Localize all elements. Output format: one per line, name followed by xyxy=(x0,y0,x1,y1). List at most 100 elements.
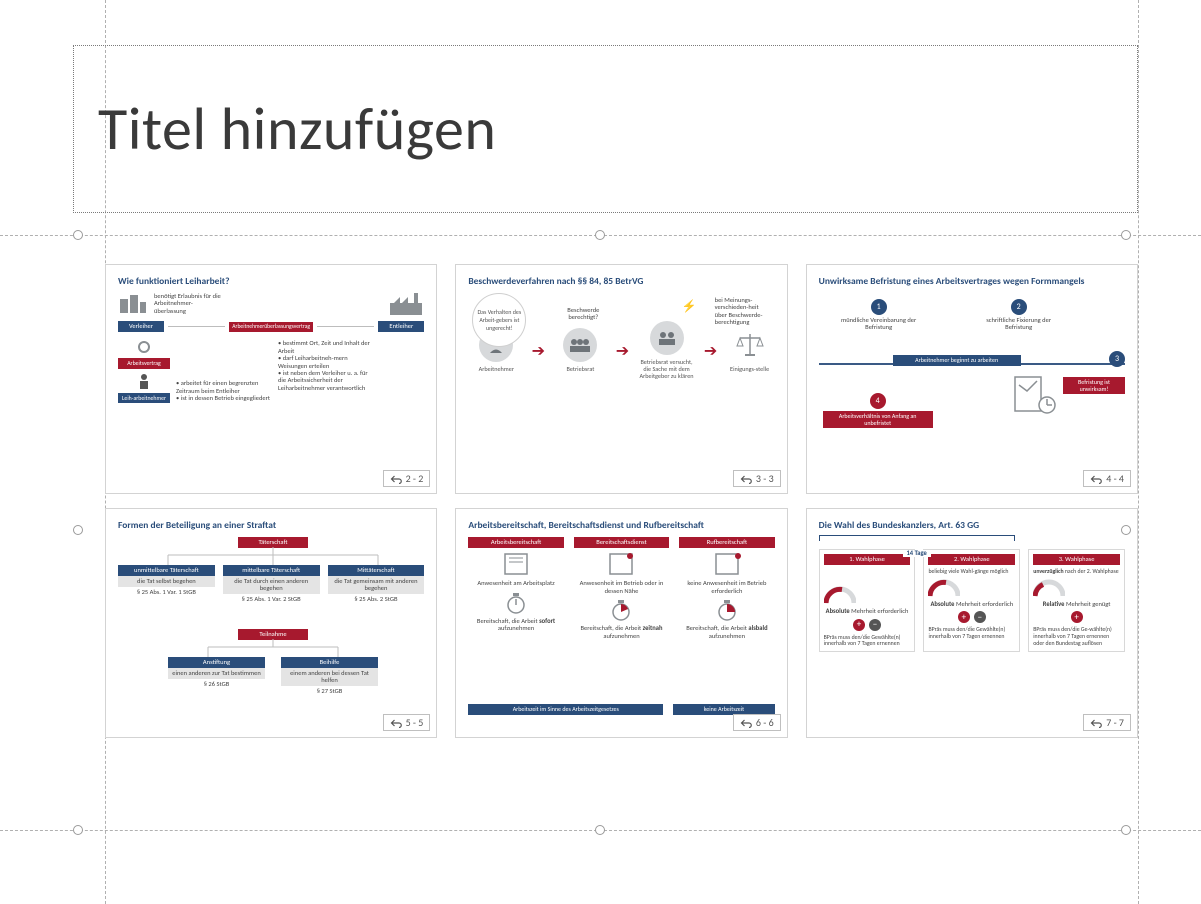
contract-label: Arbeitnehmerüberlassungsvertrag xyxy=(229,322,313,332)
page-range: 7 - 7 xyxy=(1106,716,1124,729)
discussion-icon xyxy=(650,321,684,355)
axis-label: Arbeitnehmer beginnt zu arbeiten xyxy=(893,355,1021,366)
slide-thumb-body: 1 mündliche Vereinbarung der Befristung … xyxy=(819,293,1125,471)
law-ref: § 25 Abs. 1 Var. 2 StGB xyxy=(223,596,320,603)
presence-label: Anwesenheit am Arbeitsplatz xyxy=(477,580,554,587)
undo-icon xyxy=(1090,474,1102,484)
content-placeholder[interactable]: Wie funktioniert Leiharbeit? benötigt Er… xyxy=(105,264,1138,738)
building-icon xyxy=(501,552,531,576)
undo-icon xyxy=(390,474,402,484)
phase-header: 3. Wahlphase xyxy=(1033,554,1120,565)
document-clock-icon xyxy=(1013,375,1057,415)
col-header: Arbeitsbereitschaft xyxy=(468,537,563,548)
speech-bubble: Das Verhalten des Arbeit-gebers ist unge… xyxy=(472,293,526,347)
step-label: mündliche Vereinbarung der Befristung xyxy=(839,317,919,332)
buildings-icon xyxy=(118,293,148,315)
bullet-text: ist neben dem Verleiher u. a. für die Ar… xyxy=(278,369,368,392)
result-label: Arbeitsverhältnis von Anfang an unbefris… xyxy=(823,411,933,428)
group-icon xyxy=(563,328,597,362)
gauge-icon xyxy=(928,578,960,598)
gauge-icon xyxy=(1033,578,1065,598)
page-badge: 5 - 5 xyxy=(383,714,431,731)
node-sub: einen anderen zur Tat bestimmen xyxy=(168,668,265,679)
permit-note: benötigt Erlaubnis für die Arbeitnehmer-… xyxy=(154,293,224,315)
node-label: unmittelbare Täterschaft xyxy=(118,565,215,576)
node-label: mittelbare Täterschaft xyxy=(223,565,320,576)
step-number: 2 xyxy=(1011,299,1027,315)
selection-handle[interactable] xyxy=(73,525,83,535)
step-number: 1 xyxy=(871,299,887,315)
bullet-text: arbeitet für einen begrenzten Zeitraum b… xyxy=(176,379,258,394)
node-label: Mittäterschaft xyxy=(328,565,425,576)
slide-thumb-body: benötigt Erlaubnis für die Arbeitnehmer-… xyxy=(118,293,424,471)
step-number: 3 xyxy=(1109,351,1125,367)
stopwatch-icon xyxy=(610,599,632,621)
building-icon xyxy=(606,552,636,576)
phase-footer: BPräs muss den/die Gewählte(n) innerhalb… xyxy=(928,626,1015,639)
title-placeholder[interactable]: Titel hinzufügen xyxy=(73,45,1138,213)
guide-vertical-right xyxy=(1138,0,1139,904)
arrow-icon: ➔ xyxy=(704,341,717,361)
bullet-text: darf Leiharbeitneh-mern Weisungen erteil… xyxy=(278,354,348,369)
majority-label: Absolute Mehrheit erforderlich xyxy=(824,608,911,615)
page-badge: 6 - 6 xyxy=(733,714,781,731)
node-sub: einem anderen bei dessen Tat helfen xyxy=(281,668,378,686)
slide-thumb-title: Die Wahl des Bundeskanzlers, Art. 63 GG xyxy=(819,519,1125,531)
slide-thumb-title: Wie funktioniert Leiharbeit? xyxy=(118,275,424,287)
slide-thumb-title: Beschwerdeverfahren nach §§ 84, 85 BetrV… xyxy=(468,275,774,287)
page-badge: 3 - 3 xyxy=(733,470,781,487)
slide-thumb-title: Arbeitsbereitschaft, Bereitschaftsdienst… xyxy=(468,519,774,531)
slide-thumb-body: Täterschaft unmittelbare Täterschaft die… xyxy=(118,537,424,715)
slide-thumb-3[interactable]: Unwirksame Befristung eines Arbeitsvertr… xyxy=(806,264,1138,494)
arbeitsvertrag-label: Arbeitsvertrag xyxy=(118,358,170,368)
arrow-icon: ➔ xyxy=(616,341,629,361)
stopwatch-icon xyxy=(716,599,738,621)
col-header: Bereitschaftsdienst xyxy=(574,537,669,548)
arrow-icon: ➔ xyxy=(532,341,545,361)
phase-footer: BPräs muss den/die Ge-wählte(n) innerhal… xyxy=(1033,626,1120,646)
bracket-label: 14 Tage xyxy=(903,550,931,557)
presence-label: keine Anwesenheit im Betrieb erforderlic… xyxy=(679,580,774,595)
majority-label: Relative Mehrheit genügt xyxy=(1033,601,1120,608)
slide-thumb-title: Unwirksame Befristung eines Arbeitsvertr… xyxy=(819,275,1125,287)
selection-handle[interactable] xyxy=(73,825,83,835)
footer-label: Arbeitszeit im Sinne des Arbeitszeitgese… xyxy=(468,704,663,715)
caption: Betriebsrat versucht, die Sache mit dem … xyxy=(637,359,697,380)
factory-icon xyxy=(388,293,424,317)
slide-thumb-5[interactable]: Arbeitsbereitschaft, Bereitschaftsdienst… xyxy=(455,508,787,738)
selection-handle[interactable] xyxy=(1121,525,1131,535)
page-range: 4 - 4 xyxy=(1106,472,1124,485)
phase-note: beliebig viele Wahl-gänge möglich xyxy=(928,568,1015,575)
phase-footer: BPräs muss den/die Gewählte(n) innerhalb… xyxy=(824,634,911,647)
plus-minus-icons: +− xyxy=(824,619,911,631)
slide-thumb-2[interactable]: Beschwerdeverfahren nach §§ 84, 85 BetrV… xyxy=(455,264,787,494)
slide-thumb-6[interactable]: Die Wahl des Bundeskanzlers, Art. 63 GG … xyxy=(806,508,1138,738)
slide-thumb-4[interactable]: Formen der Beteiligung an einer Straftat… xyxy=(105,508,437,738)
readiness-label: Bereitschaft, die Arbeit sofort aufzuneh… xyxy=(468,618,563,633)
caption: Betriebsrat xyxy=(567,366,595,373)
stopwatch-icon xyxy=(505,592,527,614)
selection-handle[interactable] xyxy=(1121,230,1131,240)
page-range: 5 - 5 xyxy=(406,716,424,729)
person-icon xyxy=(138,373,150,389)
slide-thumb-title: Formen der Beteiligung an einer Straftat xyxy=(118,519,424,531)
tree-connector xyxy=(168,639,378,659)
slide-thumb-body: 14 Tage 1. Wahlphase Absolute Mehrheit e… xyxy=(819,537,1125,715)
node-sub: die Tat durch einen anderen begehen xyxy=(223,576,320,594)
verleiher-label: Verleiher xyxy=(118,321,164,332)
slide-thumb-body: Arbeitsbereitschaft Anwesenheit am Arbei… xyxy=(468,537,774,715)
slide-thumb-1[interactable]: Wie funktioniert Leiharbeit? benötigt Er… xyxy=(105,264,437,494)
selection-handle[interactable] xyxy=(595,230,605,240)
selection-handle[interactable] xyxy=(595,825,605,835)
selection-handle[interactable] xyxy=(73,230,83,240)
result-label: Befristung ist unwirksam! xyxy=(1063,377,1125,394)
slide-thumb-body: Das Verhalten des Arbeit-gebers ist unge… xyxy=(468,293,774,471)
caption: Arbeitnehmer xyxy=(479,366,514,373)
plus-minus-icons: + xyxy=(1033,611,1120,623)
undo-icon xyxy=(740,718,752,728)
bullet-text: bestimmt Ort, Zeit und Inhalt der Arbeit xyxy=(278,339,370,354)
tree-connector xyxy=(118,547,428,567)
plus-minus-icons: +− xyxy=(928,611,1015,623)
selection-handle[interactable] xyxy=(1121,825,1131,835)
law-ref: § 27 StGB xyxy=(281,688,378,695)
